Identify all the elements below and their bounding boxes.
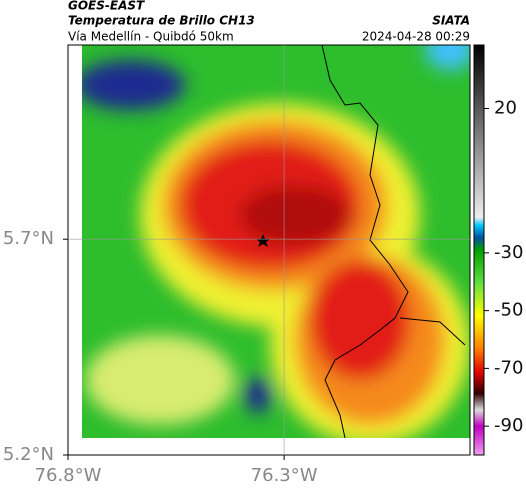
y-tick-label: 5.2°N bbox=[3, 444, 54, 465]
location-star bbox=[256, 234, 270, 247]
subtitle: Temperatura de Brillo CH13 bbox=[68, 14, 255, 28]
colorbar-tick-label: -50 bbox=[494, 300, 523, 321]
timestamp: 2024-04-28 00:29 bbox=[362, 30, 470, 44]
colorbar-tick-label: 20 bbox=[494, 98, 517, 119]
x-tick-label: 76.8°W bbox=[35, 465, 102, 486]
colorbar-tick-label: -70 bbox=[494, 357, 523, 378]
source: SIATA bbox=[432, 14, 470, 28]
map-frame bbox=[67, 44, 471, 456]
colorbar-tick-label: -90 bbox=[494, 415, 523, 436]
title: GOES-EAST bbox=[68, 0, 145, 13]
y-tick-label: 5.7°N bbox=[3, 228, 54, 249]
location: Vía Medellín - Quibdó 50km bbox=[68, 30, 234, 44]
colorbar bbox=[473, 44, 485, 456]
x-tick-label: 76.3°W bbox=[251, 465, 318, 486]
brightness-field bbox=[82, 45, 470, 438]
colorbar-tick-label: -30 bbox=[494, 242, 523, 263]
